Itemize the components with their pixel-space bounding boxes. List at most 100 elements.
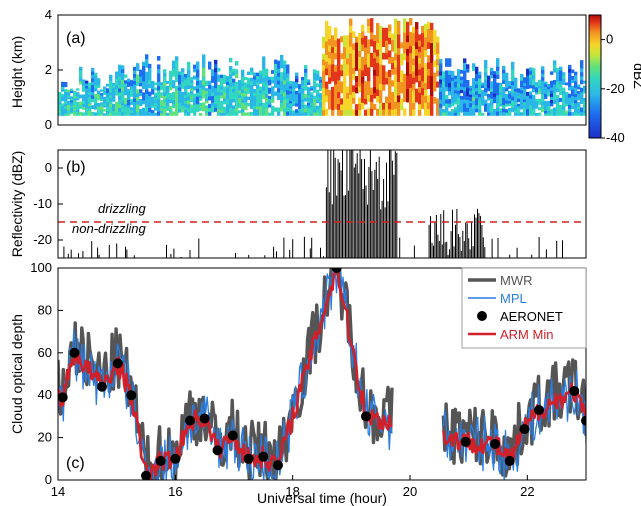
heatmap-cell [187, 73, 191, 78]
heatmap-cell [373, 34, 377, 42]
aeronet-point [569, 385, 580, 396]
heatmap-cell [142, 111, 146, 116]
heatmap-cell [451, 109, 455, 113]
heatmap-cell [352, 61, 356, 68]
heatmap-cell [289, 90, 293, 94]
heatmap-cell [292, 86, 296, 90]
heatmap-cell [70, 102, 74, 105]
heatmap-cell [196, 92, 200, 97]
heatmap-cell [427, 35, 431, 43]
heatmap-cell [196, 76, 200, 82]
heatmap-cell [103, 98, 107, 102]
heatmap-cell [91, 67, 95, 72]
heatmap-cell [283, 72, 287, 77]
heatmap-cell [391, 109, 395, 116]
heatmap-cell [409, 31, 413, 40]
heatmap-cell [577, 113, 581, 116]
heatmap-cell [448, 103, 452, 108]
heatmap-cell [139, 89, 143, 93]
heatmap-cell [388, 37, 392, 45]
heatmap-cell [346, 63, 350, 70]
heatmap-cell [445, 111, 449, 116]
heatmap-cell [58, 102, 62, 105]
heatmap-cell [130, 91, 134, 95]
heatmap-cell [568, 108, 572, 113]
heatmap-cell [520, 77, 524, 81]
heatmap-cell [454, 112, 458, 116]
heatmap-cell [184, 112, 188, 116]
heatmap-cell [421, 39, 425, 47]
heatmap-cell [88, 103, 92, 107]
heatmap-cell [517, 97, 521, 101]
heatmap-cell [322, 36, 326, 43]
heatmap-cell [445, 78, 449, 84]
heatmap-cell [388, 69, 392, 77]
heatmap-cell [286, 72, 290, 78]
heatmap-cell [127, 104, 131, 108]
heatmap-cell [514, 83, 518, 87]
heatmap-cell [259, 96, 263, 100]
heatmap-cell [154, 105, 158, 109]
heatmap-cell [349, 80, 353, 89]
heatmap-cell [124, 100, 128, 105]
heatmap-cell [514, 107, 518, 111]
heatmap-cell [358, 74, 362, 81]
aeronet-point [361, 411, 371, 422]
heatmap-cell [259, 89, 263, 94]
heatmap-cell [301, 104, 305, 108]
heatmap-cell [121, 108, 125, 113]
heatmap-cell [238, 100, 242, 104]
heatmap-cell [238, 87, 242, 91]
heatmap-cell [502, 72, 506, 77]
heatmap-cell [226, 106, 230, 111]
heatmap-cell [334, 65, 338, 72]
heatmap-cell [298, 101, 302, 105]
heatmap-cell [277, 111, 281, 116]
heatmap-cell [580, 95, 584, 100]
heatmap-cell [526, 95, 530, 100]
heatmap-cell [115, 78, 119, 83]
heatmap-cell [310, 98, 314, 102]
heatmap-cell [304, 93, 308, 98]
panel-a-y-ticks: 024 [45, 7, 63, 132]
heatmap-cell [286, 89, 290, 95]
heatmap-cell [328, 89, 332, 97]
heatmap-cell [76, 107, 80, 110]
heatmap-cell [139, 72, 143, 77]
heatmap-cell [529, 94, 533, 99]
heatmap-cell [457, 86, 461, 91]
aeronet-point [490, 438, 501, 449]
heatmap-cell [307, 92, 311, 96]
heatmap-cell [118, 91, 122, 97]
heatmap-cell [274, 79, 278, 84]
heatmap-cell [202, 76, 206, 81]
heatmap-cell [562, 109, 566, 113]
heatmap-cell [232, 95, 236, 100]
heatmap-cell [571, 105, 575, 110]
heatmap-cell [373, 46, 377, 53]
heatmap-cell [64, 89, 68, 92]
heatmap-cell [349, 108, 353, 116]
heatmap-cell [148, 83, 152, 89]
colorbar-tick-label: -20 [606, 81, 625, 96]
heatmap-cell [376, 22, 380, 30]
heatmap-cell [199, 112, 203, 116]
heatmap-cell [259, 102, 263, 107]
heatmap-cell [94, 106, 98, 110]
heatmap-cell [481, 90, 485, 94]
heatmap-cell [394, 87, 398, 96]
heatmap-cell [361, 102, 365, 110]
heatmap-cell [529, 81, 533, 85]
heatmap-cell [397, 81, 401, 89]
heatmap-cell [535, 84, 539, 88]
heatmap-cell [76, 105, 80, 109]
heatmap-cell [328, 45, 332, 52]
heatmap-cell [229, 66, 233, 71]
heatmap-cell [214, 95, 218, 100]
heatmap-cell [160, 84, 164, 88]
heatmap-cell [244, 107, 248, 111]
heatmap-cell [451, 86, 455, 91]
heatmap-cell [169, 105, 173, 110]
heatmap-cell [508, 98, 512, 102]
heatmap-cell [475, 84, 479, 88]
